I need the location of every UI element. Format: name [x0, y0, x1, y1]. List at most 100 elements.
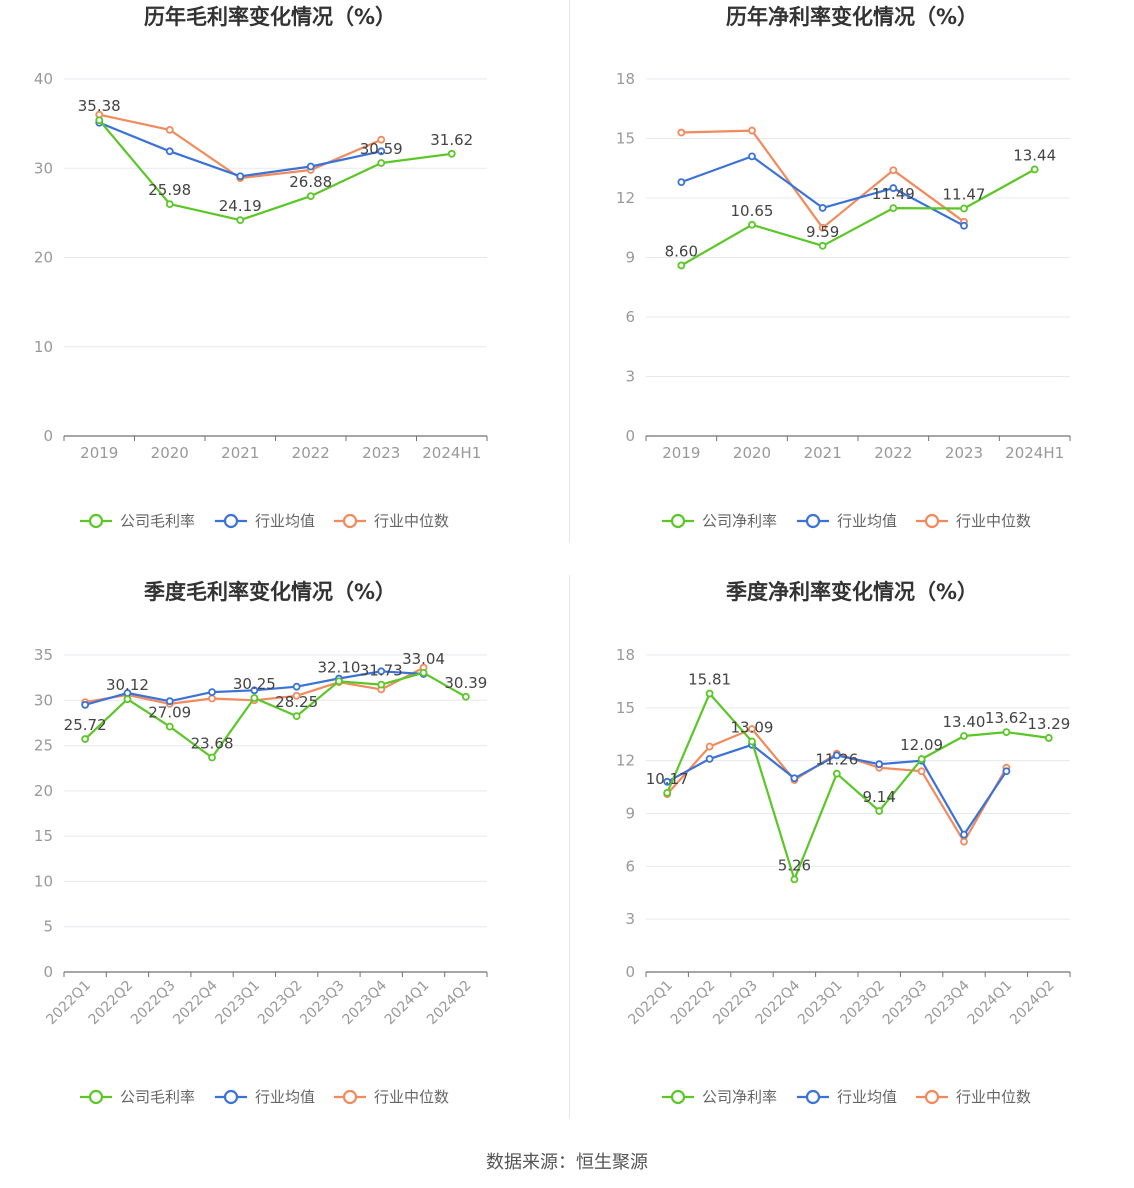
legend-label: 行业中位数	[374, 512, 449, 530]
x-tick-label: 2019	[80, 444, 118, 462]
data-point-industry_avg	[306, 162, 315, 171]
data-point-industry_avg	[960, 221, 968, 230]
legend-item-industry_median: 行业中位数	[916, 1088, 1031, 1106]
data-label: 13.09	[731, 718, 774, 736]
data-point-company	[1002, 728, 1011, 737]
data-label: 11.49	[872, 185, 915, 203]
legend-label: 行业中位数	[956, 512, 1031, 530]
chart-annual-gross: 历年毛利率变化情况（%） 0 10 20 30 40 2019 2020 2021 2022 202…	[34, 5, 488, 530]
data-point-company	[1044, 734, 1053, 742]
series-line-company	[84, 671, 467, 759]
y-tick-label: 35	[34, 646, 53, 664]
y-tick-label: 20	[34, 782, 53, 800]
data-label: 35.38	[78, 97, 121, 115]
x-tick-label: 2022Q4	[753, 977, 804, 1028]
x-tick-label: 2022Q2	[86, 978, 137, 1029]
legend-label: 行业均值	[255, 1088, 315, 1106]
data-label: 15.81	[688, 671, 731, 689]
legend-item-industry_median: 行业中位数	[334, 512, 449, 530]
data-point-industry_avg	[377, 667, 386, 676]
data-point-industry_median	[165, 125, 174, 134]
data-source-note: 数据来源：恒生聚源	[486, 1152, 648, 1173]
y-tick-label: 6	[625, 857, 635, 875]
chart-quarterly-net: 季度净利率变化情况（%） 0 3 6 9 12 15 18 2022Q12022Q22022Q3…	[616, 580, 1071, 1106]
data-label: 12.09	[900, 736, 943, 754]
data-label: 11.47	[943, 186, 986, 204]
data-point-industry_avg	[790, 774, 799, 783]
data-point-industry_avg	[818, 204, 827, 212]
legend-item-industry_median: 行业中位数	[334, 1088, 449, 1106]
data-point-company	[306, 192, 315, 200]
series-line-company	[98, 119, 452, 222]
data-point-industry_avg	[81, 700, 90, 709]
data-label: 8.60	[665, 242, 698, 260]
x-tick-label: 2024Q1	[965, 978, 1016, 1029]
data-point-company	[818, 241, 827, 250]
series-line-industry_median	[666, 727, 1008, 843]
data-point-company	[419, 668, 428, 677]
y-tick-label: 40	[34, 70, 53, 88]
x-tick-label: 2022	[874, 444, 912, 462]
series-line-company	[680, 168, 1036, 267]
legend-item-company: 公司毛利率	[80, 1088, 195, 1106]
data-label: 32.10	[317, 658, 360, 676]
data-point-industry_avg	[292, 682, 301, 691]
y-tick-label: 15	[616, 130, 635, 148]
y-tick-label: 30	[34, 159, 53, 177]
legend-marker	[805, 513, 821, 529]
legend-marker	[88, 513, 104, 529]
data-point-company	[960, 732, 968, 740]
data-label: 26.88	[289, 173, 332, 191]
legend-item-company: 公司净利率	[662, 1088, 777, 1106]
x-tick-label: 2020	[733, 444, 771, 462]
data-point-industry_avg	[748, 152, 756, 161]
chart-annual-net: 历年净利率变化情况（%） 0 3 6 9 12 15 18 2019 2020 2021 2022 20…	[616, 5, 1071, 530]
legend-label: 行业均值	[837, 512, 897, 530]
legend-marker	[342, 1089, 358, 1105]
vertical-divider-bottom	[569, 575, 570, 1118]
data-label: 31.62	[430, 131, 473, 149]
y-tick-label: 10	[34, 338, 53, 356]
data-point-company	[377, 159, 386, 167]
x-tick-label: 2023Q2	[255, 978, 306, 1029]
x-tick-label: 2023Q2	[837, 978, 888, 1029]
y-tick-label: 3	[625, 910, 635, 928]
data-label: 30.59	[360, 140, 403, 158]
legend-label: 行业均值	[837, 1088, 897, 1106]
x-tick-label: 2024Q1	[382, 978, 433, 1029]
y-tick-label: 0	[43, 427, 53, 445]
data-point-company	[292, 712, 301, 721]
x-tick-label: 2023	[945, 444, 983, 462]
legend-marker	[88, 1089, 104, 1105]
data-label: 9.14	[862, 788, 895, 806]
data-point-industry_median	[748, 126, 756, 135]
data-point-company	[875, 807, 884, 815]
vertical-divider-top	[569, 0, 570, 542]
data-label: 30.39	[444, 674, 487, 692]
data-label: 11.26	[815, 751, 858, 769]
legend-marker	[670, 1089, 686, 1105]
x-tick-label: 2022Q1	[43, 978, 94, 1029]
x-tick-label: 2024H1	[422, 444, 481, 462]
data-label: 27.09	[148, 704, 191, 722]
data-label: 13.62	[985, 709, 1028, 727]
data-point-company	[960, 204, 968, 213]
data-label: 13.40	[943, 713, 986, 731]
data-point-industry_median	[208, 694, 216, 703]
chart-title: 历年毛利率变化情况（%）	[144, 5, 396, 29]
data-point-company	[81, 735, 90, 743]
x-tick-label: 2022Q3	[710, 978, 761, 1029]
y-tick-label: 18	[616, 646, 635, 664]
data-point-industry_median	[818, 223, 827, 232]
data-point-industry_avg	[377, 147, 386, 156]
chart-title: 历年净利率变化情况（%）	[726, 5, 978, 29]
data-point-company	[447, 149, 456, 158]
data-point-industry_median	[677, 128, 686, 137]
data-point-industry_avg	[889, 184, 898, 192]
data-point-company	[335, 677, 343, 686]
x-tick-label: 2024H1	[1005, 444, 1064, 462]
x-tick-label: 2022Q4	[170, 977, 221, 1028]
data-label: 25.72	[64, 716, 107, 734]
data-label: 28.25	[275, 693, 318, 711]
